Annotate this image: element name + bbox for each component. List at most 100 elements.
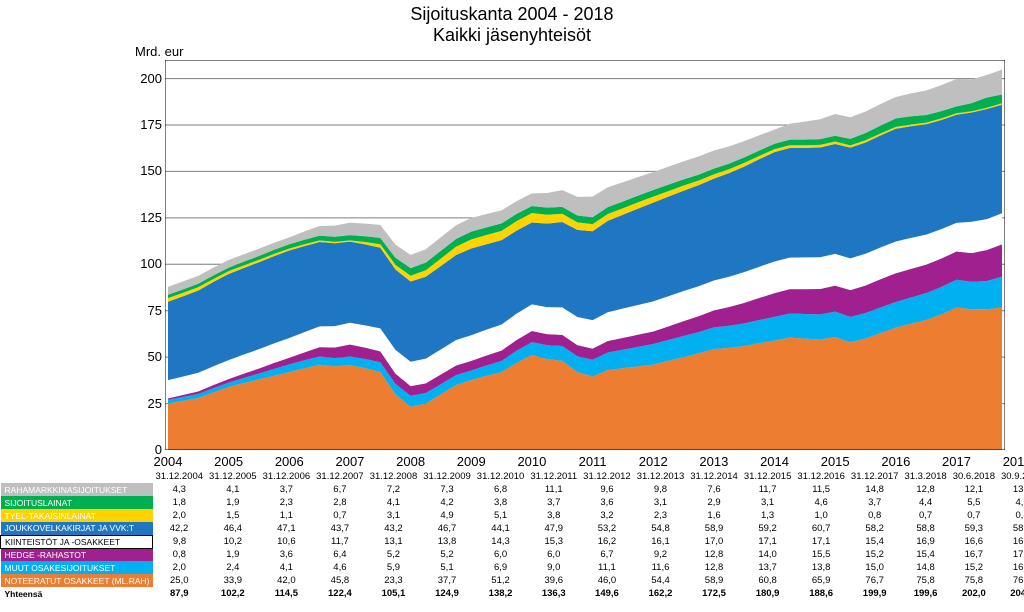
table-row: MUUT OSAKESIJOITUKSET2,02,44,14,65,95,16… (1, 561, 1024, 574)
cell: 4,6 (313, 561, 367, 574)
col-header: 31.12.2016 (794, 470, 848, 483)
cell: 0,8 (153, 548, 207, 561)
cell: 12,8 (687, 561, 741, 574)
cell: 39,6 (527, 574, 580, 587)
cell: 15,4 (848, 535, 902, 548)
cell: 1,5 (206, 509, 260, 522)
cell: 13,8 (420, 535, 474, 548)
table-row: TYEL-TAKAISINLAINAT2,01,51,10,73,14,95,1… (1, 509, 1024, 522)
table-body: RAHAMARKKINASIJOITUKSET4,34,13,76,77,27,… (1, 483, 1024, 600)
cell: 16,6 (950, 535, 998, 548)
cell: 53,2 (580, 522, 634, 535)
cell: 23,3 (367, 574, 421, 587)
cell: 17,1 (794, 535, 848, 548)
col-header: 31.3.2018 (901, 470, 949, 483)
cell: 5,2 (367, 548, 421, 561)
cell: 0,7 (950, 509, 998, 522)
cell: 9,8 (634, 483, 688, 496)
cell: 15,2 (950, 561, 998, 574)
table-header-row: 31.12.200431.12.200531.12.200631.12.2007… (1, 470, 1024, 483)
cell: 15,4 (901, 548, 949, 561)
row-label: TYEL-TAKAISINLAINAT (1, 509, 153, 522)
col-header: 31.12.2005 (206, 470, 260, 483)
cell: 9,0 (527, 561, 580, 574)
cell: 42,2 (153, 522, 207, 535)
cell: 14,8 (901, 561, 949, 574)
cell: 149,6 (580, 587, 634, 600)
cell: 136,3 (527, 587, 580, 600)
cell: 11,1 (580, 561, 634, 574)
cell: 3,8 (527, 509, 580, 522)
cell: 45,8 (313, 574, 367, 587)
cell: 47,9 (527, 522, 580, 535)
cell: 3,1 (367, 509, 421, 522)
row-label: RAHAMARKKINASIJOITUKSET (1, 483, 153, 496)
cell: 59,2 (741, 522, 795, 535)
cell: 12,8 (687, 548, 741, 561)
table-row: JOUKKOVELKAKIRJAT JA VVK:T42,246,447,143… (1, 522, 1024, 535)
cell: 87,9 (153, 587, 207, 600)
cell: 0,8 (848, 509, 902, 522)
cell: 3,6 (580, 496, 634, 509)
x-tick: 2006 (261, 454, 317, 469)
cell: 1,0 (794, 509, 848, 522)
cell: 16,7 (950, 548, 998, 561)
cell: 43,7 (313, 522, 367, 535)
table-row: HEDGE -RAHASTOT0,81,93,66,45,25,26,06,06… (1, 548, 1024, 561)
cell: 4,9 (420, 509, 474, 522)
cell: 14,3 (474, 535, 528, 548)
row-label: MUUT OSAKESIJOITUKSET (1, 561, 153, 574)
total-label: Yhteensä (1, 587, 153, 600)
x-tick: 2007 (322, 454, 378, 469)
cell: 16,8 (998, 535, 1024, 548)
y-tick: 125 (132, 210, 162, 225)
y-axis-label: Mrd. eur (135, 44, 183, 59)
table-row: NOTEERATUT OSAKKEET (ML.RAH)25,033,942,0… (1, 574, 1024, 587)
cell: 58,4 (998, 522, 1024, 535)
x-tick: 2018 (989, 454, 1024, 469)
row-label: SIJOITUSLAINAT (1, 496, 153, 509)
cell: 54,8 (634, 522, 688, 535)
chart-plot (165, 60, 1005, 450)
cell: 15,5 (794, 548, 848, 561)
cell: 3,7 (527, 496, 580, 509)
cell: 13,1 (367, 535, 421, 548)
cell: 5,5 (950, 496, 998, 509)
cell: 37,7 (420, 574, 474, 587)
col-header: 31.12.2013 (634, 470, 688, 483)
cell: 46,7 (420, 522, 474, 535)
cell: 14,8 (848, 483, 902, 496)
cell: 105,1 (367, 587, 421, 600)
x-tick: 2009 (443, 454, 499, 469)
cell: 17,4 (998, 548, 1024, 561)
cell: 122,4 (313, 587, 367, 600)
cell: 9,2 (634, 548, 688, 561)
col-header: 31.12.2008 (367, 470, 421, 483)
cell: 76,7 (998, 574, 1024, 587)
cell: 60,7 (794, 522, 848, 535)
cell: 46,4 (206, 522, 260, 535)
cell: 9,6 (580, 483, 634, 496)
chart-title: Sijoituskanta 2004 - 2018 (0, 0, 1024, 25)
chart-subtitle: Kaikki jäsenyhteisöt (0, 25, 1024, 46)
cell: 2,0 (153, 509, 207, 522)
cell: 0,7 (313, 509, 367, 522)
cell: 2,3 (634, 509, 688, 522)
cell: 6,7 (580, 548, 634, 561)
cell: 11,7 (741, 483, 795, 496)
chart-area: Sijoituskanta 2004 - 2018 Kaikki jäsenyh… (0, 0, 1024, 470)
cell: 4,6 (794, 496, 848, 509)
col-header: 31.12.2015 (741, 470, 795, 483)
cell: 47,1 (260, 522, 314, 535)
cell: 1,9 (206, 496, 260, 509)
cell: 6,0 (474, 548, 528, 561)
cell: 2,8 (313, 496, 367, 509)
row-label: HEDGE -RAHASTOT (1, 548, 153, 561)
col-header: 31.12.2004 (153, 470, 207, 483)
cell: 1,1 (260, 509, 314, 522)
table-row: KIINTEISTÖT JA -OSAKKEET9,810,210,611,71… (1, 535, 1024, 548)
cell: 44,1 (474, 522, 528, 535)
cell: 6,7 (313, 483, 367, 496)
cell: 33,9 (206, 574, 260, 587)
y-tick: 75 (132, 303, 162, 318)
